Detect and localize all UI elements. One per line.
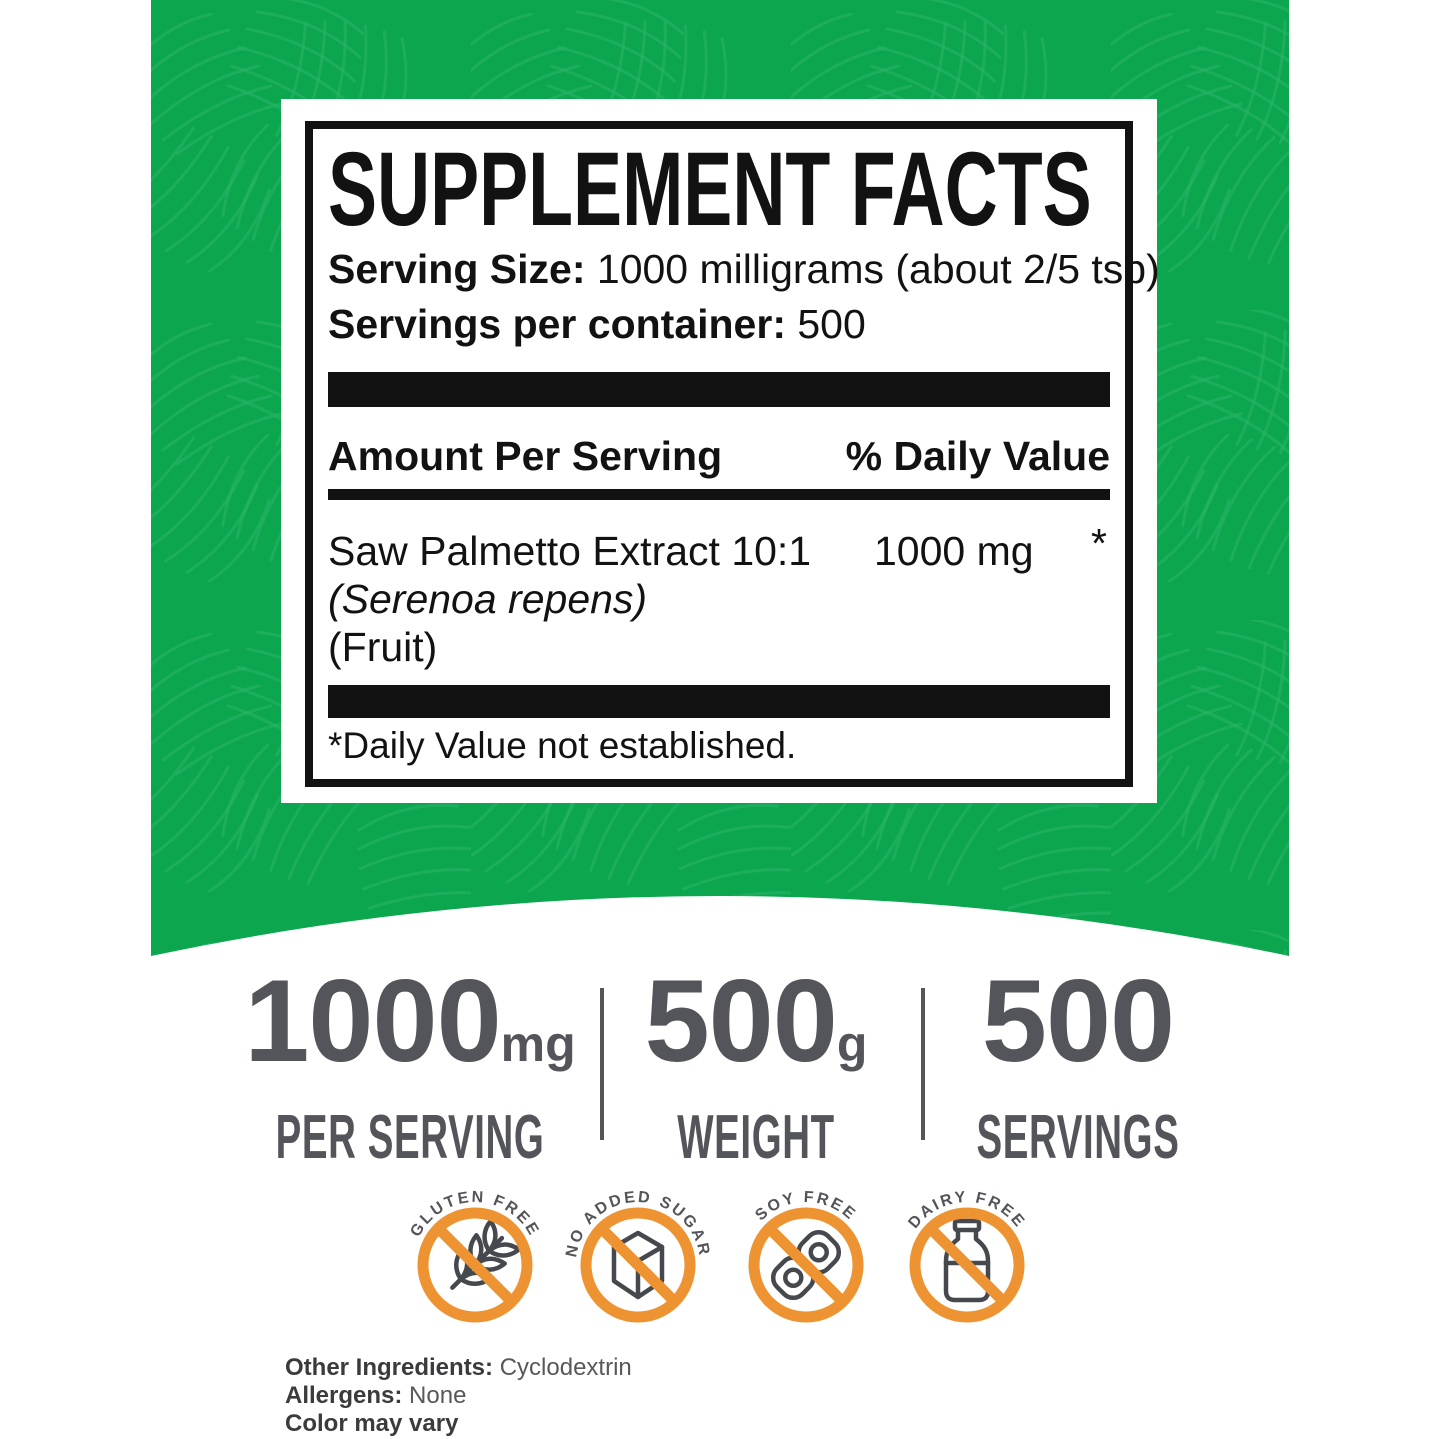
stat-weight-number: 500g	[644, 955, 868, 1086]
supplement-facts-panel: SUPPLEMENT FACTS Serving Size: 1000 mill…	[281, 99, 1160, 803]
ingredient-name: Saw Palmetto Extract 10:1	[328, 528, 812, 574]
stat-weight: 500g WEIGHT	[629, 962, 883, 1169]
stat-weight-label: WEIGHT	[677, 1103, 835, 1172]
prohibition-ring	[580, 1207, 696, 1323]
prohibition-ring	[417, 1207, 533, 1323]
svg-text:SOY FREE: SOY FREE	[752, 1189, 859, 1224]
stat-servings-label: SERVINGS	[976, 1103, 1180, 1172]
stat-divider	[921, 988, 925, 1140]
stat-servings-number: 500	[981, 955, 1175, 1086]
color-note-line: Color may vary	[285, 1410, 632, 1438]
stat-per-serving: 1000mg PER SERVING	[193, 962, 627, 1169]
amount-per-serving-header: Amount Per Serving	[328, 433, 723, 479]
servings-per-container-label: Servings per container:	[328, 301, 786, 347]
prohibition-slash	[597, 1224, 679, 1306]
ingredient-name-block: Saw Palmetto Extract 10:1 (Serenoa repen…	[328, 527, 811, 671]
dairy-free-badge: DAIRY FREE	[905, 1189, 1026, 1323]
soybean-icon	[770, 1229, 842, 1301]
panel-title: SUPPLEMENT FACTS	[328, 131, 1092, 248]
other-ingredients-label: Other Ingredients:	[285, 1354, 494, 1381]
servings-per-container-line: Servings per container: 500	[328, 304, 1110, 345]
daily-value-header: % Daily Value	[845, 433, 1110, 479]
footer-info: Other Ingredients: Cyclodextrin Allergen…	[285, 1354, 632, 1438]
allergens-line: Allergens: None	[285, 1382, 632, 1410]
curved-bottom-edge	[151, 896, 1289, 962]
thick-divider-bar	[328, 372, 1110, 407]
panel-frame: SUPPLEMENT FACTS Serving Size: 1000 mill…	[305, 121, 1160, 787]
no-added-sugar-badge: NO ADDED SUGAR	[563, 1189, 710, 1323]
ingredient-latin-name: (Serenoa repens)	[328, 576, 648, 622]
allergens-label: Allergens:	[285, 1382, 403, 1409]
other-ingredients-value: Cyclodextrin	[499, 1354, 632, 1381]
stat-per-serving-number: 1000mg	[244, 955, 576, 1086]
stat-weight-unit: g	[836, 1016, 868, 1072]
thick-divider-bar-bottom	[328, 685, 1110, 718]
gluten-free-badge: GLUTEN FREE	[407, 1189, 540, 1323]
stat-per-serving-unit: mg	[500, 1016, 576, 1072]
ingredient-plant-part: (Fruit)	[328, 624, 438, 670]
serving-size-line: Serving Size: 1000 milligrams (about 2/5…	[328, 246, 1160, 292]
ingredient-amount: 1000 mg	[874, 528, 1034, 574]
serving-size-label: Serving Size:	[328, 246, 586, 292]
allergens-value: None	[409, 1382, 467, 1409]
ingredient-daily-value: *	[1091, 520, 1107, 566]
servings-per-container-value: 500	[797, 301, 866, 347]
header-rule	[328, 489, 1110, 500]
color-note: Color may vary	[285, 1410, 459, 1437]
prohibition-slash	[926, 1224, 1008, 1306]
soy-free-badge: SOY FREE	[748, 1189, 864, 1323]
other-ingredients-line: Other Ingredients: Cyclodextrin	[285, 1354, 632, 1382]
stat-divider	[600, 988, 604, 1140]
daily-value-footnote: *Daily Value not established.	[328, 725, 797, 766]
stat-servings: 500 SERVINGS	[914, 962, 1241, 1169]
prohibition-ring	[748, 1207, 864, 1323]
prohibition-slash	[434, 1224, 516, 1306]
prohibition-slash	[765, 1224, 847, 1306]
stat-per-serving-label: PER SERVING	[275, 1103, 545, 1172]
soy-free-label: SOY FREE	[752, 1189, 857, 1224]
prohibition-ring	[909, 1207, 1025, 1323]
serving-size-value: 1000 milligrams (about 2/5 tsp)	[596, 246, 1160, 292]
column-headers: Amount Per Serving % Daily Value	[328, 436, 1110, 477]
